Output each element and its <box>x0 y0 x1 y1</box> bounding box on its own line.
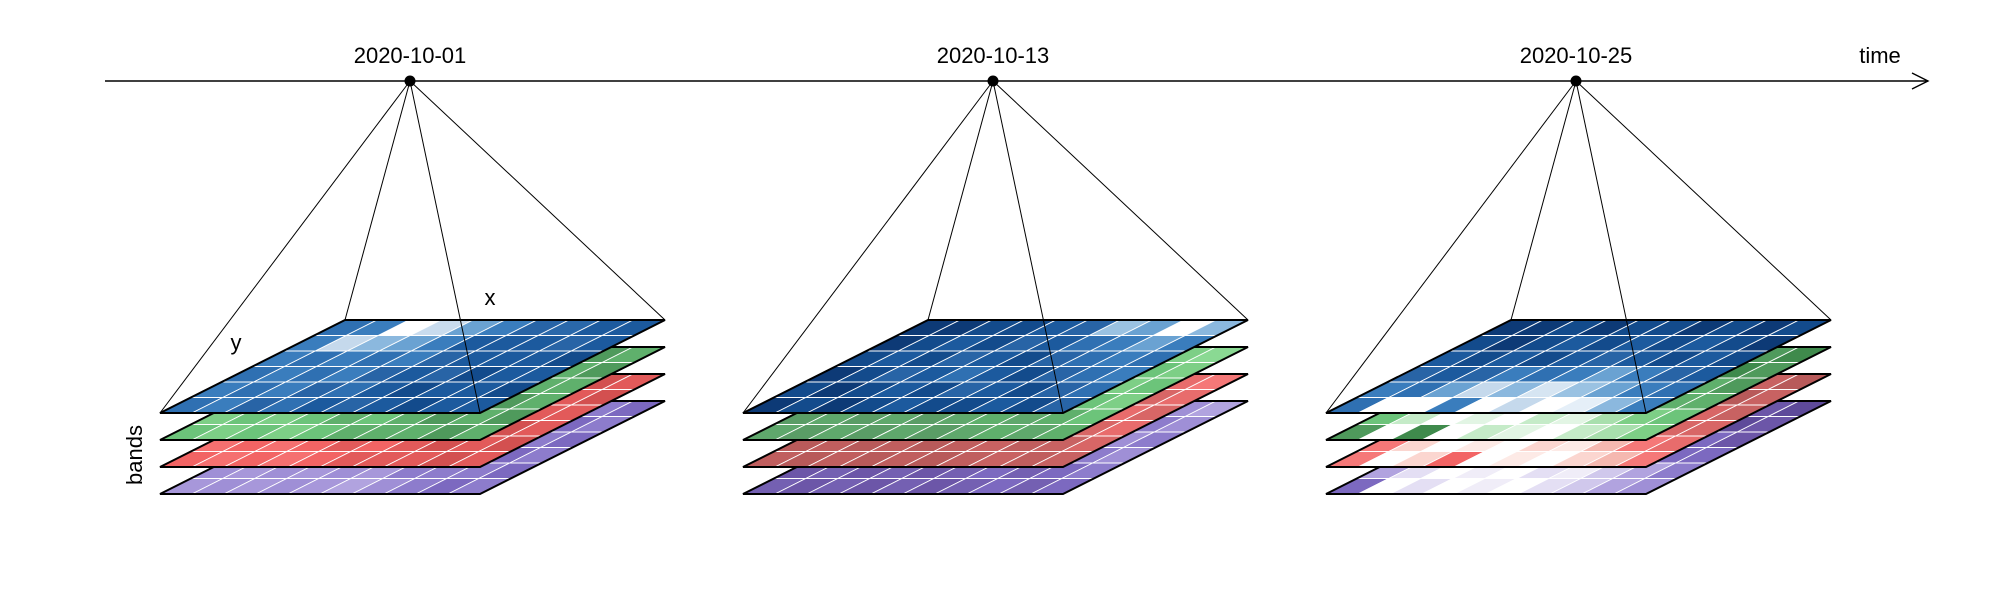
projection-line <box>1575 80 1647 414</box>
timestamp-label: 2020-10-25 <box>1520 43 1633 68</box>
timestamp-label: 2020-10-13 <box>937 43 1050 68</box>
projection-line <box>927 80 994 321</box>
bands-dimension-label: bands <box>122 425 147 485</box>
timestamp-1: 2020-10-01 <box>354 43 467 87</box>
timestamp-label: 2020-10-01 <box>354 43 467 68</box>
band-layer-blue <box>742 319 1249 414</box>
projection-line <box>409 80 666 321</box>
projection-line <box>1510 80 1577 321</box>
data-cube-3 <box>1325 319 1832 495</box>
data-cubes <box>159 319 1832 495</box>
projection-lines <box>159 80 1832 414</box>
timestamp-2: 2020-10-13 <box>937 43 1050 87</box>
projection-line <box>344 80 411 321</box>
timestamp-dot <box>1570 75 1582 87</box>
timestamp-dot <box>404 75 416 87</box>
band-layer-blue <box>159 319 666 414</box>
band-layer-blue <box>1325 319 1832 414</box>
projection-line <box>742 80 994 414</box>
projection-line <box>1575 80 1832 321</box>
projection-line <box>409 80 481 414</box>
projection-line <box>992 80 1249 321</box>
timestamp-3: 2020-10-25 <box>1520 43 1633 87</box>
projection-line <box>992 80 1064 414</box>
time-axis-arrowhead <box>1911 72 1930 90</box>
projection-line <box>1325 80 1577 414</box>
data-cube-1 <box>159 319 666 495</box>
timestamps: 2020-10-01 2020-10-13 2020-10-25 <box>354 43 1633 87</box>
timestamp-dot <box>987 75 999 87</box>
data-cube-2 <box>742 319 1249 495</box>
x-dimension-label: x <box>485 285 496 310</box>
time-axis-label: time <box>1859 43 1901 68</box>
projection-line <box>159 80 411 414</box>
y-dimension-label: y <box>231 330 242 355</box>
